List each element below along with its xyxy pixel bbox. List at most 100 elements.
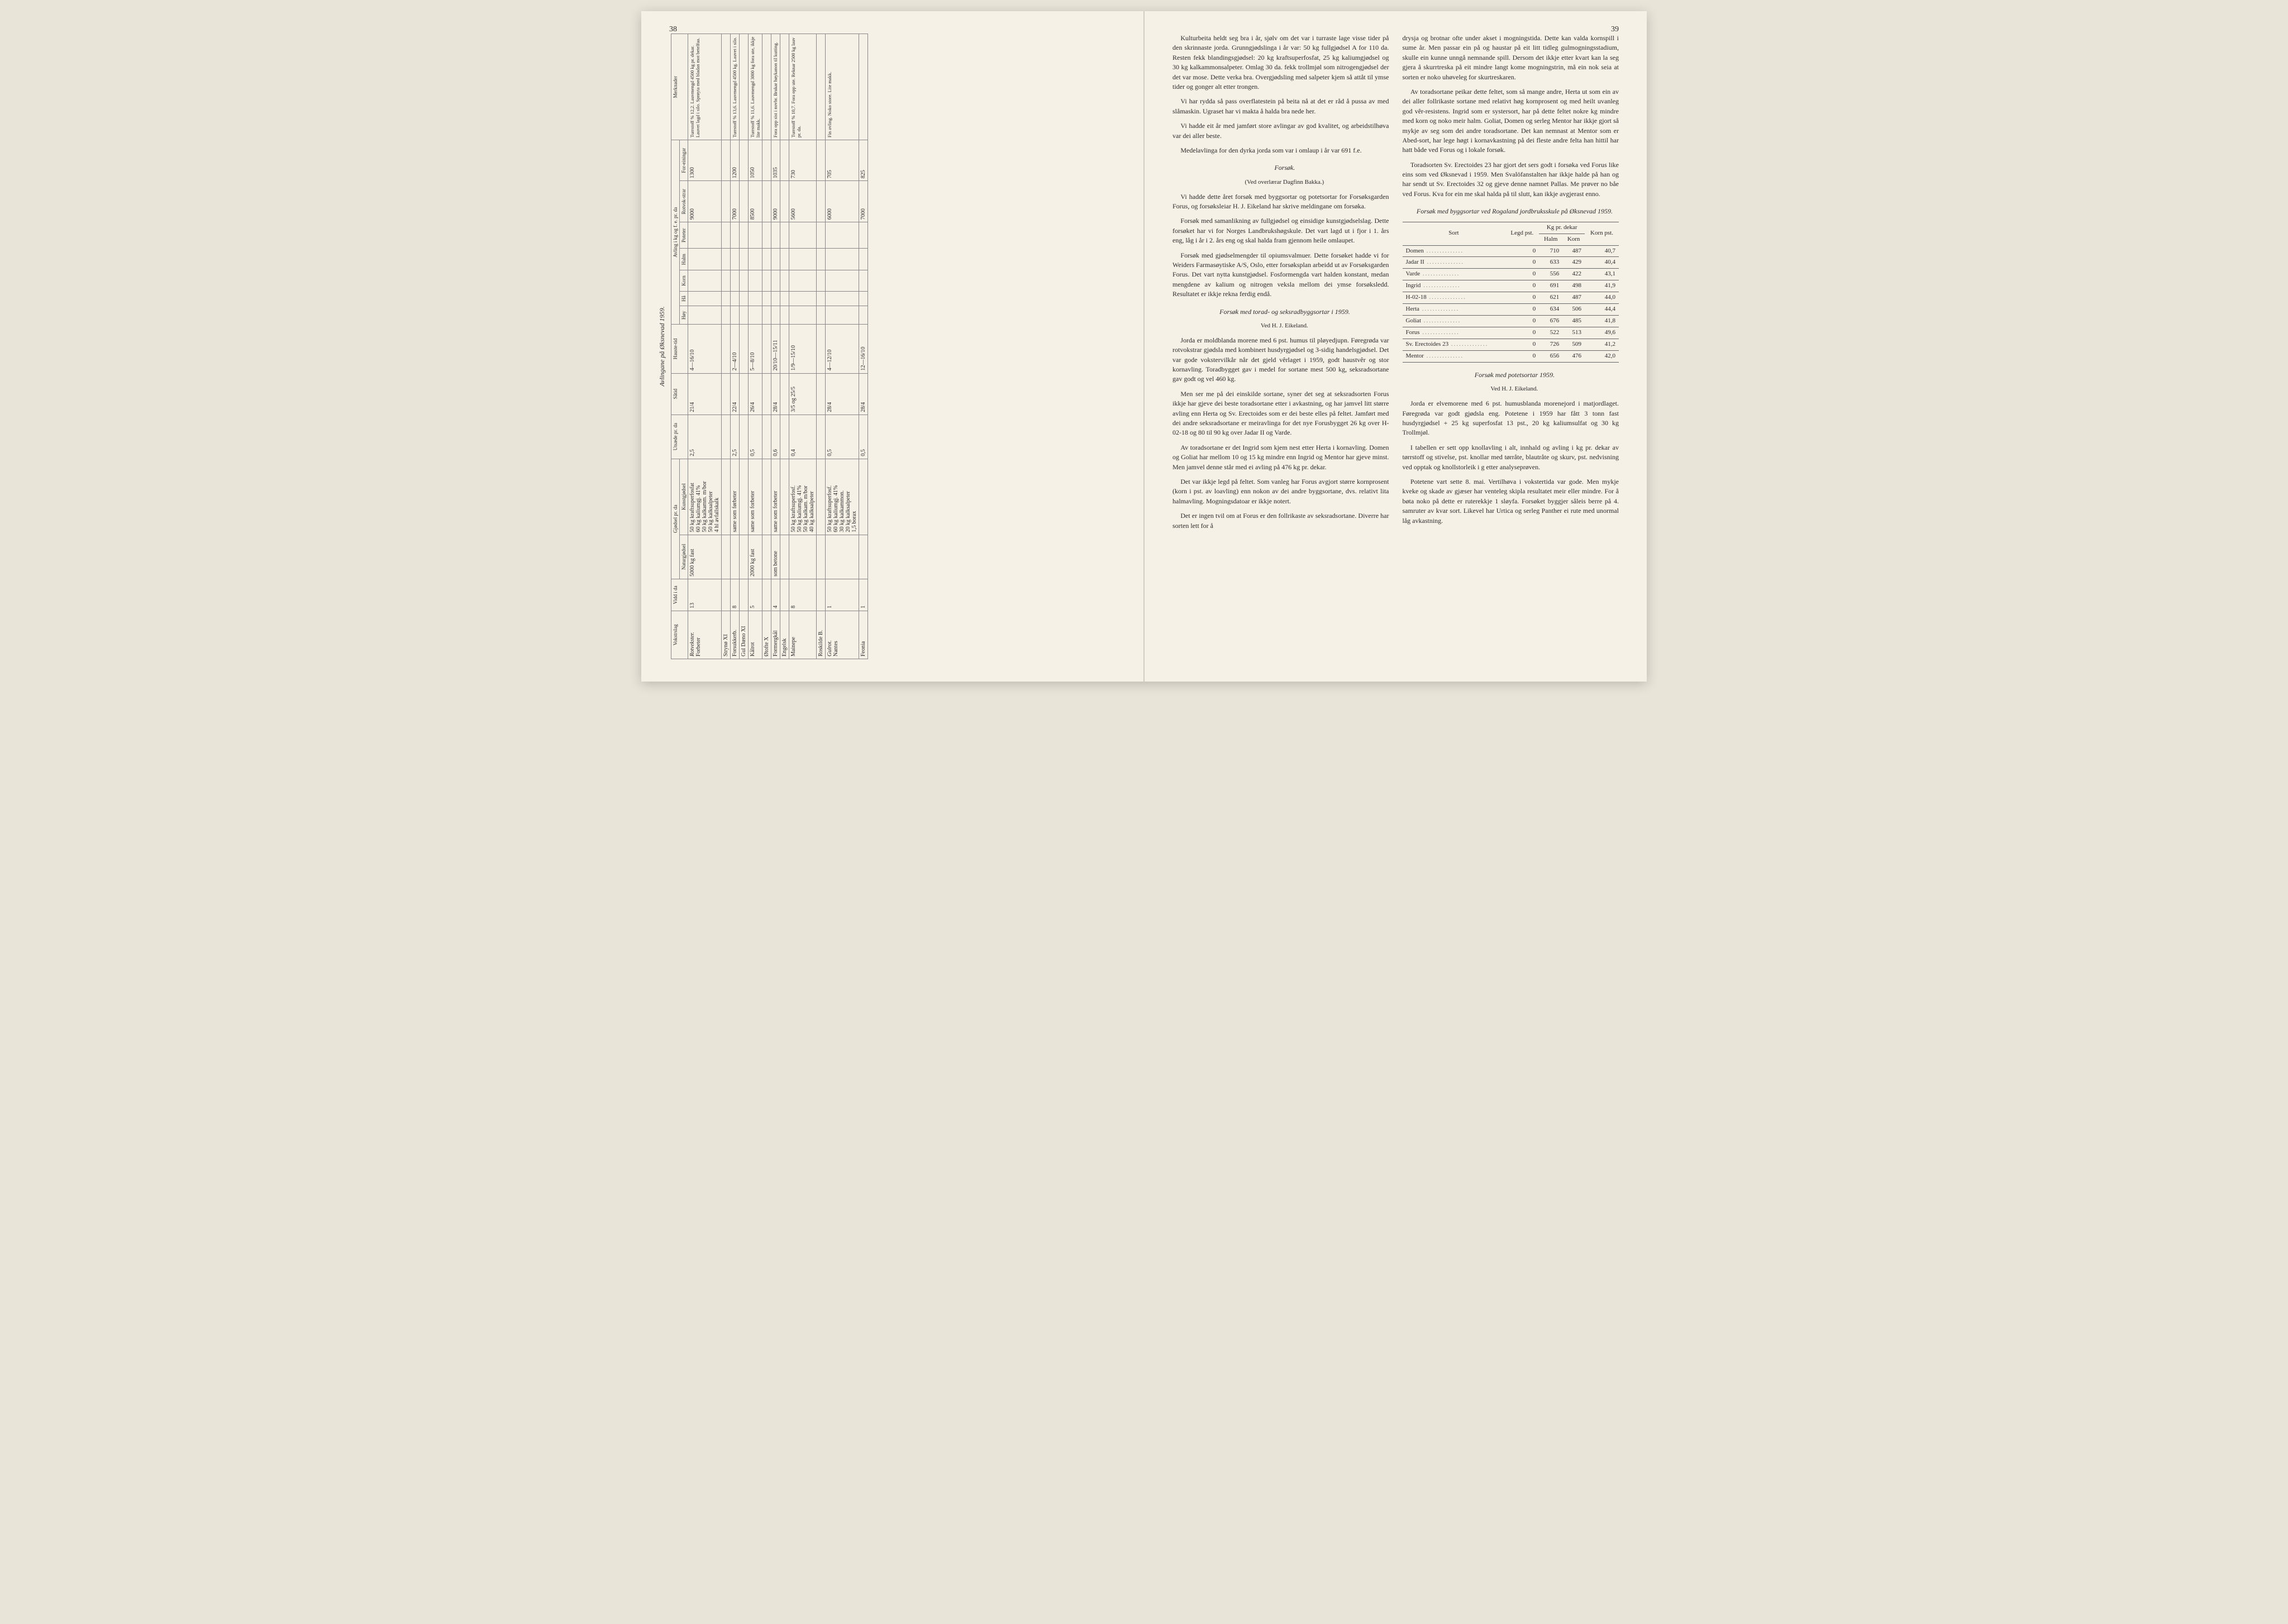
cell-kornpst: 44,0	[1585, 292, 1619, 304]
cell-poteter	[826, 222, 859, 249]
cell-name: Kålrot	[749, 611, 762, 659]
cell-name: Strynø XI	[722, 611, 731, 659]
cell-korn: 485	[1562, 316, 1585, 327]
cell-satid: 3/5 og 25/5	[789, 373, 817, 415]
cell-vidd: 4	[771, 579, 780, 611]
bygg-th-kornpst: Korn pst.	[1585, 222, 1619, 245]
table-row: Rotvekster.Forbeter135000 kg fast50 kg k…	[688, 34, 722, 659]
forsok-byline: (Ved overlærar Dagfinn Bakka.)	[1172, 178, 1389, 187]
th-gjodsel: Gjødsel pr. da	[671, 459, 680, 579]
cell-ha	[817, 291, 826, 306]
cell-korn: 487	[1562, 292, 1585, 304]
bygg-th-legd: Legd pst.	[1505, 222, 1539, 245]
cell-kornpst: 41,8	[1585, 316, 1619, 327]
cell-vidd	[762, 579, 771, 611]
cell-merk: Fora opp sist i novbr. Brukar høykanon t…	[771, 34, 780, 140]
table-row: Roskilde B.	[817, 34, 826, 659]
cell-utsaede	[817, 415, 826, 459]
cell-kornpst: 49,6	[1585, 327, 1619, 339]
left-table-title: Avlingane på Øksnevad 1959.	[658, 34, 666, 659]
para: Forsøk med samanlikning av fullgjødsel o…	[1172, 216, 1389, 245]
cell-kornpst: 40,4	[1585, 257, 1619, 269]
cell-rotvok: 9000	[688, 181, 722, 222]
cell-korn	[826, 270, 859, 291]
cell-ha	[859, 291, 868, 306]
cell-satid	[762, 373, 771, 415]
cell-halm	[771, 249, 780, 270]
cell-natur	[740, 535, 749, 579]
cell-hauste	[740, 325, 749, 373]
cell-ha	[688, 291, 722, 306]
cell-satid: 22/4	[731, 373, 740, 415]
cell-korn	[762, 270, 771, 291]
cell-natur	[731, 535, 740, 579]
th-vokstrslag: Vokstrslag	[671, 611, 688, 659]
cell-halm: 621	[1539, 292, 1562, 304]
cell-hoy	[859, 306, 868, 325]
table-row: Feonia10,528/412—16/107000825	[859, 34, 868, 659]
cell-legd: 0	[1505, 269, 1539, 280]
cell-kornpst: 42,0	[1585, 350, 1619, 362]
para: Det er ingen tvil om at Forus er den fol…	[1172, 511, 1389, 531]
cell-korn	[688, 270, 722, 291]
th-poteter: Poteter	[680, 222, 688, 249]
th-korn: Korn	[680, 270, 688, 291]
th-satid: Såtid	[671, 373, 688, 415]
cell-vidd	[740, 579, 749, 611]
cell-halm	[762, 249, 771, 270]
cell-satid: 28/4	[859, 373, 868, 415]
th-fe: For-einingar	[680, 140, 688, 181]
cell-poteter	[771, 222, 780, 249]
cell-satid: 28/4	[771, 373, 780, 415]
cell-halm	[826, 249, 859, 270]
cell-utsaede	[722, 415, 731, 459]
avling-table: Vokstrslag Vidd i da Gjødsel pr. da Utsæ…	[671, 34, 868, 659]
cell-ha	[749, 291, 762, 306]
cell-sort: H-02-18	[1403, 292, 1505, 304]
cell-hoy	[749, 306, 762, 325]
cell-korn: 509	[1562, 339, 1585, 351]
cell-utsaede	[780, 415, 789, 459]
cell-korn	[771, 270, 780, 291]
cell-name: Mainepe	[789, 611, 817, 659]
cell-halm: 691	[1539, 280, 1562, 292]
cell-legd: 0	[1505, 257, 1539, 269]
cell-halm: 522	[1539, 327, 1562, 339]
cell-vidd	[780, 579, 789, 611]
cell-korn	[731, 270, 740, 291]
cell-ha	[762, 291, 771, 306]
cell-merk: Turrstoff % 13,6. Lauvmengd 4500 kg. Lau…	[731, 34, 740, 140]
table-row: Varde055642243,1	[1403, 269, 1619, 280]
cell-hoy	[789, 306, 817, 325]
cell-legd: 0	[1505, 339, 1539, 351]
cell-natur	[722, 535, 731, 579]
page-number-left: 38	[669, 25, 677, 34]
cell-fe	[780, 140, 789, 181]
cell-merk: Turrstoff % 11,6. Lauvmengd 3000 kg fora…	[749, 34, 762, 140]
cell-kunst	[780, 459, 789, 535]
cell-vidd: 1	[859, 579, 868, 611]
cell-fe: 1035	[771, 140, 780, 181]
table-row: Strynø XI	[722, 34, 731, 659]
cell-hauste: 20/10—15/11	[771, 325, 780, 373]
cell-kunst	[817, 459, 826, 535]
cell-kornpst: 44,4	[1585, 304, 1619, 316]
bygg-tbody: Domen071048740,7Jadar II063342940,4Varde…	[1403, 245, 1619, 362]
cell-utsaede	[740, 415, 749, 459]
cell-fe: 1300	[688, 140, 722, 181]
cell-name: Formergkål	[771, 611, 780, 659]
cell-kornpst: 40,7	[1585, 245, 1619, 257]
cell-kunst: same som forbeter	[749, 459, 762, 535]
cell-merk: Fin avling. Noko store. Lite makk.	[826, 34, 859, 140]
rotated-table-wrapper: Avlingane på Øksnevad 1959. Vokstrslag V…	[658, 34, 1049, 659]
para: Toradsorten Sv. Erectoides 23 har gjort …	[1403, 160, 1619, 199]
cell-halm: 634	[1539, 304, 1562, 316]
cell-hoy	[826, 306, 859, 325]
cell-halm: 633	[1539, 257, 1562, 269]
table-row: Gul Dæno XI	[740, 34, 749, 659]
cell-rotvok: 9000	[771, 181, 780, 222]
cell-rotvok	[780, 181, 789, 222]
cell-satid: 21/4	[688, 373, 722, 415]
cell-sort: Sv. Erectoides 23	[1403, 339, 1505, 351]
cell-vidd	[722, 579, 731, 611]
